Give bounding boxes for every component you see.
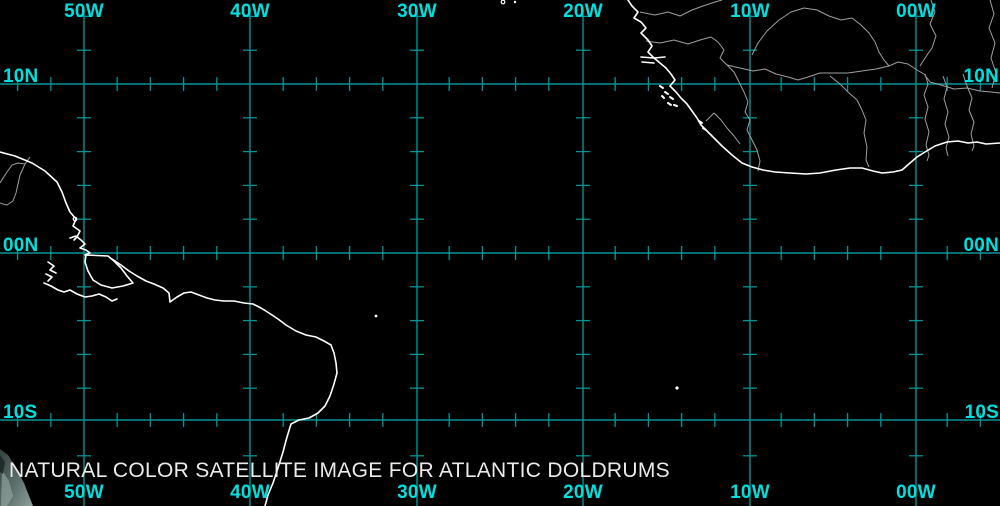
coast-sierraleone-islets: [698, 120, 707, 131]
border-right-edge: [988, 0, 997, 89]
lat-label-left-00N: 00N: [3, 235, 39, 256]
lon-label-bottom-50W: 50W: [64, 482, 104, 503]
lon-label-bottom-10W: 10W: [730, 482, 770, 503]
lat-label-right-00N: 00N: [963, 235, 999, 256]
lon-label-bottom-30W: 30W: [397, 482, 437, 503]
border-sierraleone-liberia: [705, 112, 741, 145]
lon-label-top-30W: 30W: [397, 1, 437, 22]
coast-amazon-south-bank: [43, 282, 118, 302]
island-amazon-dot: [72, 216, 78, 222]
island-cape-verde-1: [500, 0, 506, 5]
lon-label-bottom-00W: 00W: [896, 482, 936, 503]
border-togo-benin: [942, 75, 950, 157]
lon-label-top-10W: 10W: [730, 1, 770, 22]
border-senegal-guinea: [645, 36, 728, 66]
border-guiana-loop: [0, 156, 31, 184]
border-burkina-south: [797, 65, 890, 81]
lon-label-top-50W: 50W: [64, 1, 104, 22]
caption-title: NATURAL COLOR SATELLITE IMAGE FOR ATLANT…: [9, 459, 670, 482]
border-senegal-north: [639, 0, 723, 17]
coast-amazon-delta-tip: [69, 235, 91, 256]
country-borders: [0, 0, 1000, 206]
island-cape-verde-2: [513, 0, 517, 4]
coast-brazil-east: [111, 258, 338, 506]
lat-label-right-10N: 10N: [963, 66, 999, 87]
border-ivorycoast-ghana: [829, 75, 870, 168]
border-ghana-togo: [923, 73, 930, 162]
coast-bissau-archipelago: [659, 85, 678, 107]
border-niger-nigeria: [888, 61, 1000, 94]
lon-label-top-40W: 40W: [230, 1, 270, 22]
lat-label-left-10S: 10S: [3, 402, 38, 423]
border-burkina-north: [751, 7, 890, 67]
border-guiana-loop2: [0, 163, 26, 206]
lat-label-left-10N: 10N: [3, 66, 39, 87]
terrain-wedge: [0, 449, 33, 506]
coast-south-america-north: [0, 151, 81, 241]
coast-marajo-island: [84, 254, 134, 289]
latlon-grid: [0, 10, 1000, 506]
border-niger-top: [919, 0, 937, 67]
coast-west-africa: [627, 0, 1000, 175]
lon-label-top-00W: 00W: [896, 1, 936, 22]
lat-label-right-10S: 10S: [964, 402, 999, 423]
island-ascension: [675, 386, 679, 390]
border-benin-nigeria: [962, 73, 975, 152]
border-mali-ivorycoast: [726, 64, 799, 81]
lon-label-bottom-40W: 40W: [230, 482, 270, 503]
lon-label-top-20W: 20W: [563, 1, 603, 22]
island-fernando-de-noronha: [374, 314, 378, 318]
coast-gambia-river: [640, 56, 666, 64]
coast-delta-west-blobs: [45, 261, 57, 282]
caption-block: NATURAL COLOR SATELLITE IMAGE FOR ATLANT…: [9, 420, 670, 506]
border-guinea-mali-ivorycoast: [726, 64, 761, 172]
lon-label-bottom-20W: 20W: [563, 482, 603, 503]
